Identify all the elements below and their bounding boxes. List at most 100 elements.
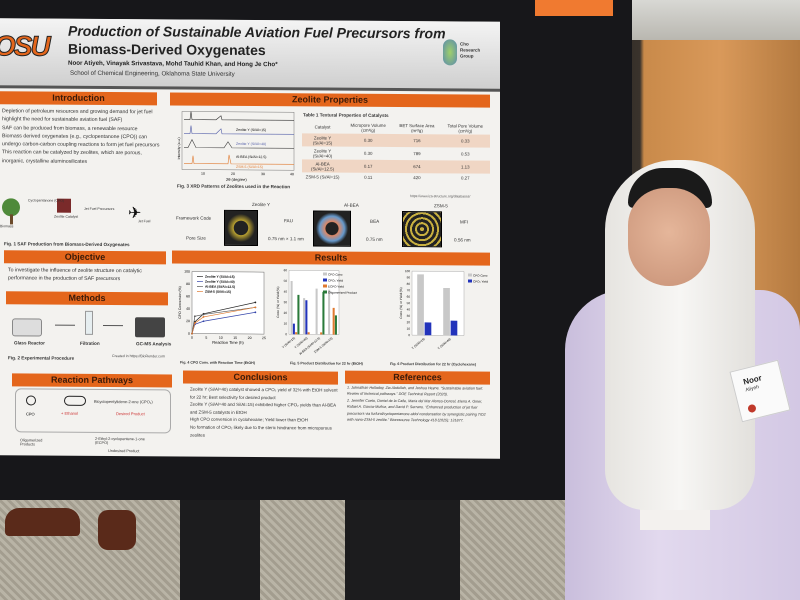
x-tick-label: 10 <box>219 336 223 340</box>
data-point <box>202 316 205 318</box>
legs <box>180 500 260 600</box>
xrd-plot: Zeolite Y (Si/Al=15) Zeolite Y (Si/Al=40… <box>177 111 295 182</box>
y-tick-label: 60 <box>186 294 190 298</box>
legend-label: CPO Conv. <box>328 273 343 277</box>
y-tick-label: 40 <box>186 307 190 311</box>
bar <box>303 298 306 335</box>
y-tick-label: 20 <box>186 319 190 323</box>
fig4-line-chart: 0 20 40 60 80 100 0 5 10 15 20 25 Reaction Time (h) C… <box>178 270 266 345</box>
plot-area <box>411 270 465 336</box>
legend-swatch <box>468 273 472 277</box>
y-axis-label: Conv. (%) or Yield (%) <box>399 287 403 318</box>
series-line <box>191 307 256 334</box>
y-tick-label: 20 <box>284 311 288 315</box>
legend-label: Zeolite Y (Si/Al=15) <box>205 275 235 279</box>
bar <box>328 289 331 335</box>
legend-label: Al-BEA (Si/Al=12.5) <box>205 285 235 289</box>
y-tick-label: 70 <box>407 288 411 292</box>
data-point <box>191 332 193 335</box>
series-line <box>191 307 256 334</box>
bar <box>315 288 318 335</box>
data-point <box>193 320 196 323</box>
y-tick-label: 40 <box>284 290 288 294</box>
bar <box>334 315 337 335</box>
data-point <box>202 320 205 323</box>
y-tick-label: 60 <box>284 268 288 272</box>
bar <box>307 332 310 335</box>
y-axis-label: Intensity (a.u.) <box>177 137 181 159</box>
orange-sign <box>535 0 613 16</box>
xrd-series-label: Zeolite Y (Si/Al=15) <box>236 128 266 132</box>
y-tick-label: 100 <box>405 269 410 273</box>
y-tick-label: 20 <box>407 320 411 324</box>
y-tick-label: 80 <box>407 282 411 286</box>
tick-label: 10 <box>201 172 205 176</box>
legend-swatch <box>323 278 327 282</box>
legend-swatch <box>323 272 327 276</box>
data-point <box>254 311 257 314</box>
xrd-trace <box>184 138 294 149</box>
y-tick-label: 60 <box>407 295 411 299</box>
tick-label: 40 <box>290 172 294 176</box>
legend-label: ECPO Yield <box>328 285 344 289</box>
y-tick-label: 30 <box>284 300 288 304</box>
badge-logo-icon <box>747 403 757 414</box>
ceiling <box>630 0 800 40</box>
x-tick-label: 20 <box>248 336 252 340</box>
bar <box>322 291 325 335</box>
xrd-series-label: Zeolite Y (Si/Al=40) <box>236 142 266 146</box>
x-tick-label: 0 <box>191 336 193 340</box>
legend-swatch <box>323 284 327 288</box>
legend-swatch <box>468 279 472 283</box>
xrd-series-label: Al-BEA (Si/Al=12.5) <box>236 155 266 159</box>
xrd-trace <box>184 111 294 121</box>
y-tick-label: 10 <box>407 327 411 331</box>
bar <box>290 280 293 335</box>
shoe <box>5 508 80 536</box>
x-axis-label: Reaction Time (h) <box>212 340 244 345</box>
data-point <box>193 322 196 324</box>
legend-label: Oligomerized Product Yield <box>328 291 357 295</box>
x-tick-label: 25 <box>262 336 266 340</box>
y-tick-label: 50 <box>407 301 411 305</box>
y-tick-label: 100 <box>184 270 190 274</box>
tick-label: 30 <box>261 172 265 176</box>
legend-label: CPO₂ Yield <box>473 280 488 284</box>
y-axis-label: Conv. (%) or Yield (%) <box>276 287 280 318</box>
research-poster: OSU Production of Sustainable Aviation F… <box>0 18 500 459</box>
legend-swatch <box>323 290 327 294</box>
bar <box>305 300 308 335</box>
legend-label: CPO Conv. <box>473 274 488 278</box>
bar <box>292 323 295 335</box>
bar <box>297 294 300 335</box>
legend-label: ZSM-5 (Si/Al=15) <box>205 290 231 294</box>
xrd-trace <box>184 125 294 135</box>
y-tick-label: 0 <box>408 333 410 337</box>
legend-label: Zeolite Y (Si/Al=40) <box>205 280 235 284</box>
bar <box>332 307 335 335</box>
y-tick-label: 50 <box>284 279 288 283</box>
x-tick-label: 5 <box>205 336 207 340</box>
bar <box>320 332 323 335</box>
data-point <box>193 315 196 318</box>
y-axis-label: CPO Conversion (%) <box>178 286 182 319</box>
bar <box>450 320 458 336</box>
xrd-series-label: ZSM-5 (Si/Al=15) <box>236 165 263 169</box>
x-axis-label: 2θ (degree) <box>226 177 247 182</box>
y-tick-label: 90 <box>407 275 411 279</box>
fig6-bar-chart: 0 10 20 30 40 50 60 70 80 90 100 Conv. (%) or Yield… <box>399 269 488 350</box>
bar <box>443 287 450 336</box>
bar <box>295 332 298 335</box>
x-tick-label: 15 <box>233 336 237 340</box>
data-point <box>254 301 257 304</box>
y-tick-label: 10 <box>284 322 288 326</box>
y-tick-label: 80 <box>186 282 190 286</box>
data-point <box>254 306 257 309</box>
plot-area <box>191 271 265 335</box>
legs <box>345 500 460 600</box>
legend-label: CPO₂ Yield <box>328 279 343 283</box>
tick-label: 20 <box>231 172 235 176</box>
xrd-trace <box>184 154 294 165</box>
